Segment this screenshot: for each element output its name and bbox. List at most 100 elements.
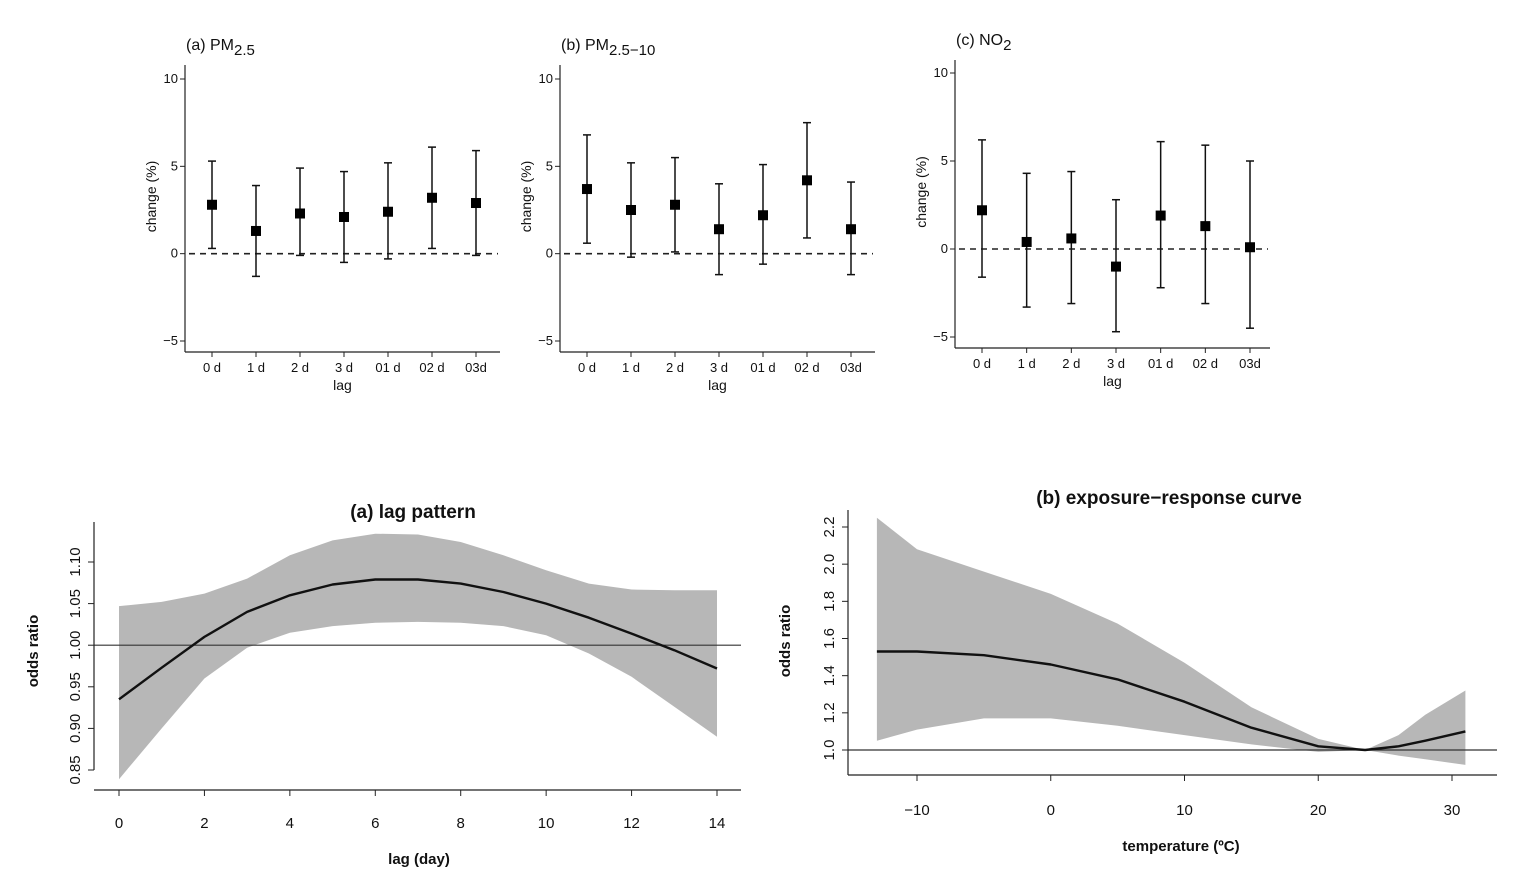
confidence-band xyxy=(119,533,717,780)
x-tick-label: 02 d xyxy=(794,360,819,375)
x-tick-label: 0 d xyxy=(203,360,221,375)
point-estimate xyxy=(471,198,481,209)
point-estimate xyxy=(383,206,393,217)
point-estimate xyxy=(1200,221,1211,232)
panel-title-subscript: 2 xyxy=(1003,37,1011,54)
x-axis-title: lag (day) xyxy=(388,851,450,868)
x-tick-label: 0 d xyxy=(578,360,596,375)
y-tick-label: 1.00 xyxy=(67,631,84,660)
y-tick-label: 0 xyxy=(171,246,178,261)
y-tick-label: 1.4 xyxy=(821,665,838,686)
x-tick-label: 0 xyxy=(115,815,123,832)
x-tick-label: 8 xyxy=(457,815,465,832)
x-axis-title: lag xyxy=(333,377,352,393)
panel-title: (a) lag pattern xyxy=(350,502,476,523)
panel-title: (b) PM2.5−10 xyxy=(561,37,655,59)
point-estimate xyxy=(670,199,680,210)
x-tick-label: 30 xyxy=(1444,802,1461,819)
errorbar-panel-2: (b) PM2.5−10 10 5 0 −5 0 d 1 d 2 d 3 d 01 d 02 d 03… xyxy=(518,37,875,393)
x-tick-label: 4 xyxy=(286,815,294,832)
x-tick-label: 3 d xyxy=(710,360,728,375)
x-tick-label: 03d xyxy=(1239,356,1261,371)
x-tick-label: 01 d xyxy=(750,360,775,375)
x-tick-label: 03d xyxy=(840,360,862,375)
x-tick-label: −10 xyxy=(904,802,929,819)
point-estimate xyxy=(207,199,217,210)
point-estimate xyxy=(1245,242,1255,253)
x-tick-label: 0 d xyxy=(973,356,991,371)
y-tick-label: 10 xyxy=(934,65,948,80)
curve-panel-1: 0.85 0.90 0.95 1.00 1.05 1.10 0 2 4 6 8 10 12 14 (a) l… xyxy=(25,502,741,868)
y-axis-title: odds ratio xyxy=(25,615,42,688)
estimate-line xyxy=(876,650,1466,752)
x-tick-label: 02 d xyxy=(1193,356,1218,371)
point-estimate xyxy=(977,205,987,216)
y-tick-label: 0.85 xyxy=(67,755,84,784)
y-tick-label: −5 xyxy=(933,329,948,344)
y-tick-label: 1.2 xyxy=(821,702,838,723)
y-tick-label: 10 xyxy=(164,71,178,86)
point-estimate xyxy=(758,210,768,221)
x-tick-label: 1 d xyxy=(622,360,640,375)
x-tick-label: 02 d xyxy=(419,360,444,375)
y-tick-label: 0.95 xyxy=(67,672,84,701)
y-tick-label: 1.6 xyxy=(821,628,838,649)
x-tick-label: 3 d xyxy=(1107,356,1125,371)
x-tick-label: 10 xyxy=(1176,802,1193,819)
y-axis-title: change (%) xyxy=(913,156,929,228)
errorbar-panel-3: (c) NO2 10 5 0 −5 0 d 1 d 2 d 3 d 01 d 02 d 03d lag c… xyxy=(913,32,1270,389)
x-tick-label: 6 xyxy=(371,815,379,832)
point-estimate xyxy=(582,184,592,195)
point-estimate xyxy=(802,175,812,186)
y-tick-label: 5 xyxy=(546,158,553,173)
point-estimate xyxy=(626,205,636,215)
y-axis-title: change (%) xyxy=(518,161,534,233)
panel-title-main: (a) PM xyxy=(186,37,234,54)
point-estimate xyxy=(1111,261,1121,272)
panel-title: (b) exposure−response curve xyxy=(1036,488,1302,509)
panel-title-main: (c) NO xyxy=(956,32,1003,49)
panel-title-main: (b) PM xyxy=(561,37,609,54)
curve-panel-2: 1.0 1.2 1.4 1.6 1.8 2.0 2.2 −10 0 10 20 30 (b) expos… xyxy=(777,488,1497,855)
x-tick-label: 20 xyxy=(1310,802,1327,819)
x-axis-title: lag xyxy=(1103,373,1122,389)
point-estimate xyxy=(295,208,305,219)
y-tick-label: 5 xyxy=(941,153,948,168)
estimate-line xyxy=(118,578,718,701)
y-tick-label: 1.0 xyxy=(821,740,838,761)
point-estimate xyxy=(1021,236,1032,247)
point-estimate xyxy=(714,224,724,235)
panel-title: (a) PM2.5 xyxy=(186,37,255,59)
panel-title-subscript: 2.5−10 xyxy=(609,42,655,59)
y-axis-title: odds ratio xyxy=(777,605,794,678)
x-tick-label: 14 xyxy=(709,815,726,832)
x-tick-label: 1 d xyxy=(247,360,265,375)
x-tick-label: 3 d xyxy=(335,360,353,375)
point-estimate xyxy=(1066,233,1077,244)
x-tick-label: 10 xyxy=(538,815,555,832)
x-tick-label: 12 xyxy=(623,815,640,832)
point-estimate xyxy=(339,211,349,222)
y-tick-label: 0 xyxy=(546,246,553,261)
x-tick-label: 01 d xyxy=(1148,356,1173,371)
point-estimate xyxy=(846,224,856,235)
y-tick-label: 2.0 xyxy=(821,554,838,575)
panel-title: (c) NO2 xyxy=(956,32,1011,54)
errorbar-panel-1: (a) PM2.5 10 5 0 −5 0 d 1 d 2 d 3 d 01 d 02 d 03d la… xyxy=(143,37,500,393)
point-estimate xyxy=(1155,210,1166,221)
x-tick-label: 1 d xyxy=(1018,356,1036,371)
y-tick-label: 10 xyxy=(539,71,553,86)
y-tick-label: 1.10 xyxy=(67,547,84,576)
y-tick-label: 1.8 xyxy=(821,591,838,612)
x-tick-label: 2 d xyxy=(291,360,309,375)
y-tick-label: 0.90 xyxy=(67,714,84,743)
x-axis-title: lag xyxy=(708,377,727,393)
y-tick-label: −5 xyxy=(163,333,178,348)
y-tick-label: −5 xyxy=(538,333,553,348)
x-axis-title: temperature (ºC) xyxy=(1122,838,1239,855)
y-tick-label: 2.2 xyxy=(821,517,838,538)
confidence-band xyxy=(876,517,1466,765)
x-tick-label: 2 d xyxy=(1062,356,1080,371)
